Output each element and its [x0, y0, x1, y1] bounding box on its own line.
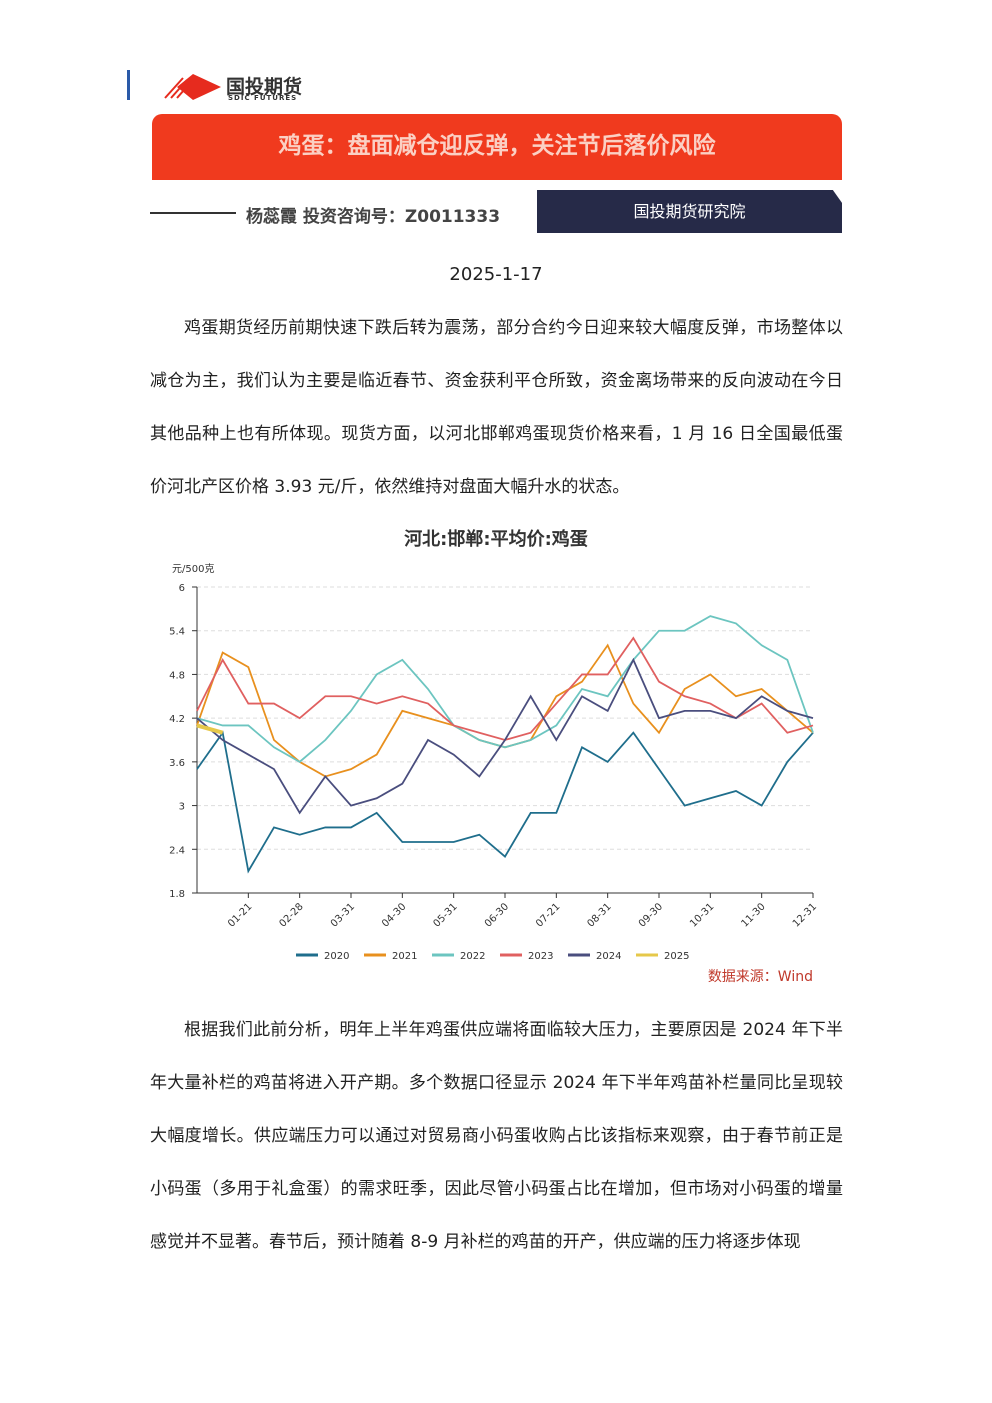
line-series	[196, 615, 814, 763]
chart: 河北:邯郸:平均价:鸡蛋元/500克 1.8 2.4 3 3.6 4.2 4.8 5.4 6 01…	[169, 528, 819, 985]
chart-title: 河北:邯郸:平均价:鸡蛋	[404, 528, 588, 550]
title-banner: 鸡蛋：盘面减仓迎反弹，关注节后落价风险	[152, 114, 842, 180]
legend-label: 2024	[596, 951, 621, 962]
y-tick-label: 4.2	[169, 714, 185, 725]
x-tick-label: 07-21	[534, 901, 562, 929]
x-tick-label: 04-30	[380, 901, 408, 929]
line-series	[196, 636, 814, 741]
y-axis-label: 元/500克	[172, 563, 214, 575]
y-tick-label: 6	[179, 583, 185, 594]
logo	[164, 74, 221, 100]
x-tick-label: 05-31	[431, 901, 459, 929]
x-tick-label: 08-31	[585, 901, 613, 929]
y-tick-label: 3.6	[169, 758, 185, 769]
y-tick-label: 3	[179, 802, 185, 813]
x-tick-label: 11-30	[739, 901, 767, 929]
paragraph: 鸡蛋期货经历前期快速下跌后转为震荡，部分合约今日迎来较大幅度反弹，市场整体以减仓…	[150, 318, 843, 497]
brand: 国投期货	[226, 76, 303, 98]
brand-en: SDIC FUTURES	[228, 94, 298, 102]
x-tick-label: 12-31	[791, 901, 819, 929]
y-tick-label: 2.4	[169, 845, 185, 856]
institute: 国投期货研究院	[537, 190, 842, 233]
x-tick-label: 03-31	[329, 901, 357, 929]
y-tick-label: 1.8	[169, 889, 185, 900]
legend-label: 2025	[664, 951, 689, 962]
y-tick-label: 5.4	[169, 627, 185, 638]
line-series	[196, 730, 814, 874]
bar-accent	[127, 70, 130, 100]
legend-label: 2023	[528, 951, 553, 962]
source: 数据来源：Wind	[708, 969, 813, 985]
legend-label: 2021	[392, 951, 417, 962]
author: 杨蕊霞 投资咨询号：Z0011333	[246, 207, 501, 227]
x-tick-label: 01-21	[226, 901, 254, 929]
x-tick-label: 06-30	[483, 901, 511, 929]
x-tick-label: 02-28	[277, 901, 305, 929]
line-series	[196, 657, 814, 815]
paragraph: 根据我们此前分析，明年上半年鸡蛋供应端将面临较大压力，主要原因是 2024 年下…	[150, 1020, 843, 1252]
x-tick-label: 09-30	[637, 901, 665, 929]
legend-label: 2020	[324, 951, 349, 962]
legend-label: 2022	[460, 951, 485, 962]
line-series	[196, 723, 224, 735]
date: 2025-1-17	[449, 264, 543, 285]
y-tick-label: 4.8	[169, 670, 185, 681]
x-tick-label: 10-31	[688, 901, 716, 929]
rule	[150, 212, 236, 214]
